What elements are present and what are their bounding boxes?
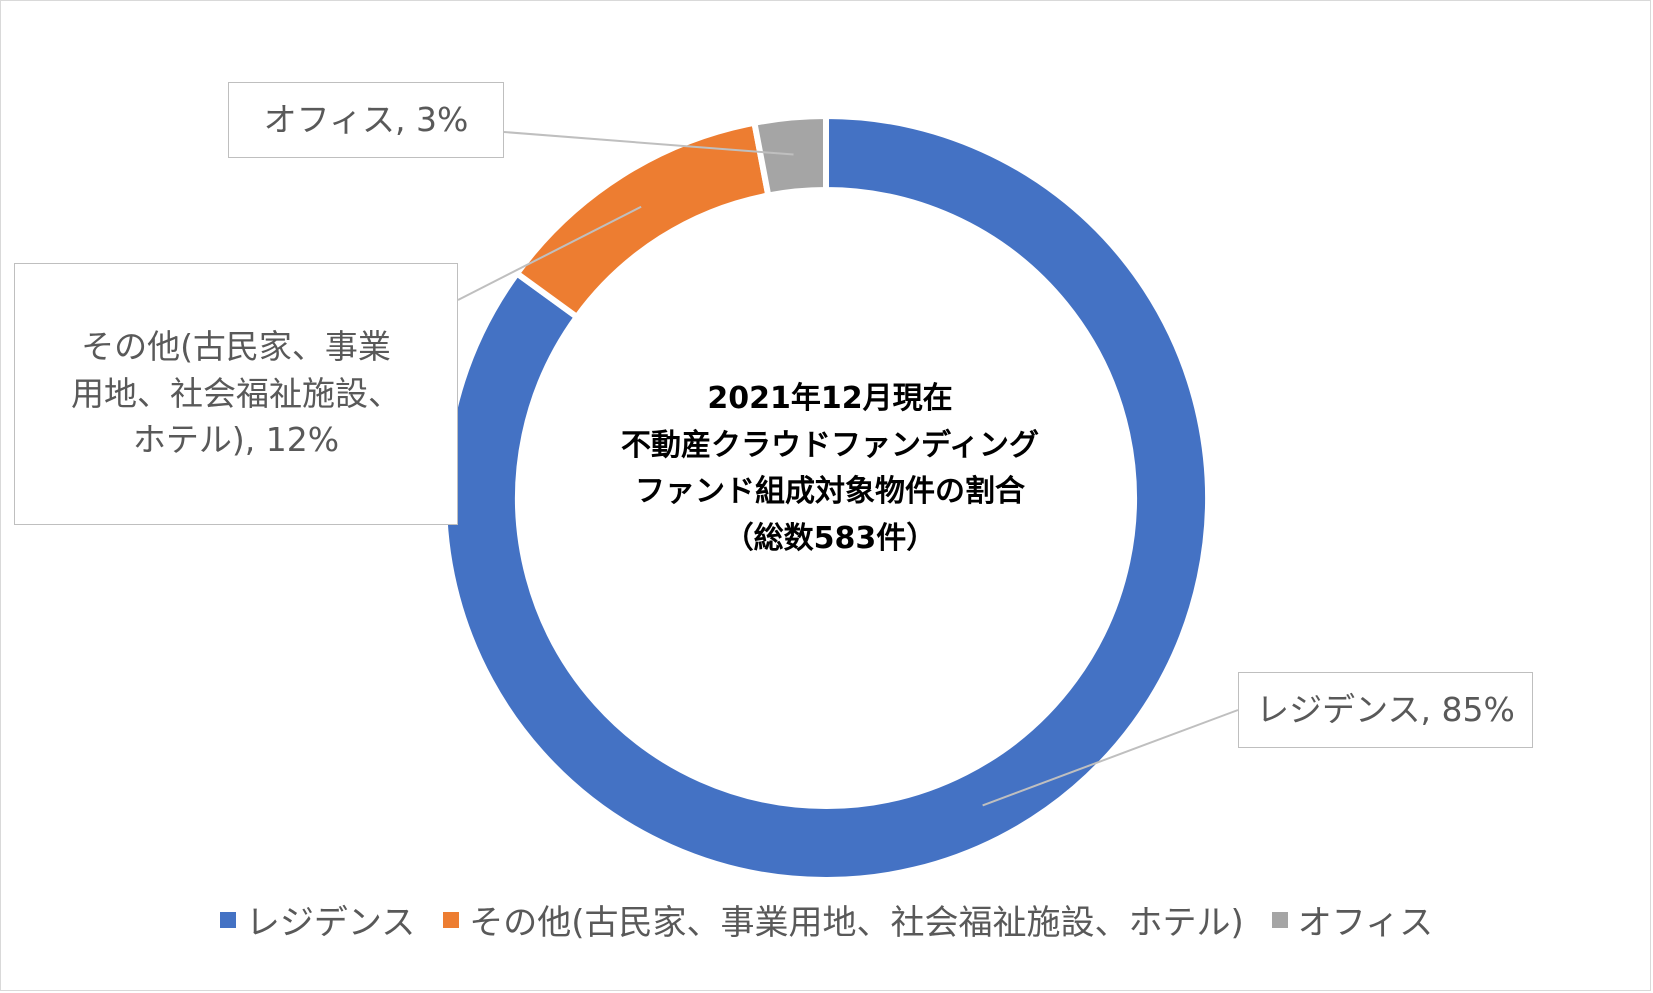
data-label-other: その他(古民家、事業 用地、社会福祉施設、 ホテル), 12% — [14, 263, 458, 525]
legend-item-office: オフィス — [1271, 895, 1434, 944]
legend-item-other: その他(古民家、事業用地、社会福祉施設、ホテル) — [443, 895, 1244, 944]
slice-other — [512, 119, 772, 322]
leader-line-other — [457, 205, 642, 301]
slice-office — [750, 112, 829, 199]
legend-label-residence: レジデンス — [245, 903, 416, 943]
legend-swatch-other — [443, 911, 460, 928]
data-label-residence: レジデンス, 85% — [1238, 672, 1533, 748]
legend: レジデンス その他(古民家、事業用地、社会福祉施設、ホテル) オフィス — [0, 895, 1653, 944]
legend-swatch-residence — [219, 911, 236, 928]
legend-swatch-office — [1271, 911, 1288, 928]
legend-label-other: その他(古民家、事業用地、社会福祉施設、ホテル) — [469, 903, 1244, 943]
chart-title: 2021年12月現在 不動産クラウドファンディング ファンド組成対象物件の割合 … — [621, 381, 1039, 556]
leader-line-office — [503, 131, 794, 156]
data-label-office: オフィス, 3% — [228, 82, 504, 158]
legend-item-residence: レジデンス — [219, 895, 416, 944]
legend-label-office: オフィス — [1297, 903, 1434, 943]
slice-residence — [441, 112, 1211, 883]
leader-line-residence — [982, 709, 1239, 807]
